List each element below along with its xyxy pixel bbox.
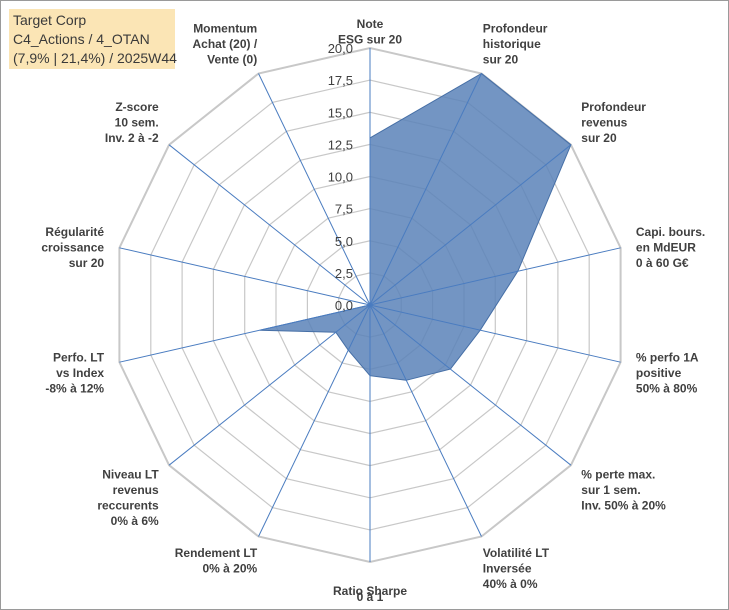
spoke [369, 144, 572, 306]
axis-label-line: croissance [41, 240, 104, 254]
axis-label-line: Achat (20) / [193, 37, 258, 51]
axis-label-line: Note [357, 17, 384, 31]
title-box: Target Corp C4_Actions / 4_OTAN (7,9% | … [9, 9, 177, 69]
tick-labels: 0,0 2,5 5,0 7,5 10,0 12,5 15,0 17,5 20,0 [328, 41, 353, 313]
axis-label-line: -8% à 12% [45, 382, 104, 396]
axis-label: Rendement LT 0% à 20% [175, 546, 258, 576]
axis-label-line: Z-score [115, 100, 159, 114]
axis-label: % perte max. sur 1 sem. Inv. 50% à 20% [581, 467, 666, 512]
axis-label-line: Régularité [45, 225, 104, 239]
spoke [369, 304, 482, 537]
axis-label: Ratio Sharpe0 à 1 [333, 584, 407, 604]
axis-label-line: 0 à 1 [357, 590, 384, 604]
axis-label: Régularité croissance sur 20 [41, 225, 104, 270]
tick-label: 2,5 [335, 266, 353, 281]
axis-label-line: vs Index [56, 366, 104, 380]
axis-label-line: Profondeur [483, 22, 548, 36]
axis-label-line: 10 sem. [115, 116, 159, 130]
axis-label-line: Rendement LT [175, 546, 258, 560]
axis-label-line: Inversée [483, 562, 532, 576]
axis-label-line: Capi. bours. [636, 225, 705, 239]
axis-label-line: Perfo. LT [53, 351, 105, 365]
axis-label-line: ESG sur 20 [338, 33, 402, 47]
axis-label-line: revenus [113, 483, 159, 497]
spoke [369, 304, 572, 466]
axis-label-line: historique [483, 37, 541, 51]
axis-label-line: 50% à 80% [636, 382, 698, 396]
spoke [369, 304, 621, 363]
axis-label-line: 40% à 0% [483, 577, 538, 591]
axis-label: Niveau LT revenus reccurents 0% à 6% [97, 467, 159, 528]
spoke [168, 144, 371, 306]
axis-label-line: Momentum [193, 22, 257, 36]
spoke [119, 247, 371, 306]
axis-label: Profondeur revenus sur 20 [581, 100, 646, 145]
axis-label-line: sur 20 [581, 131, 617, 145]
axis-label-line: Volatilité LT [483, 546, 550, 560]
spoke [369, 247, 621, 306]
axis-label: Volatilité LT Inversée 40% à 0% [483, 546, 550, 591]
axis-label: Momentum Achat (20) / Vente (0) [193, 22, 258, 67]
axis-label-line: positive [636, 366, 682, 380]
axis-label-line: revenus [581, 116, 627, 130]
tick-label: 7,5 [335, 202, 353, 217]
axis-label-line: Inv. 50% à 20% [581, 498, 666, 512]
spoke [258, 73, 371, 306]
axis-label-line: sur 20 [69, 256, 105, 270]
spoke [119, 304, 371, 363]
axis-label-line: en MdEUR [636, 240, 696, 254]
axis-label: Perfo. LT vs Index -8% à 12% [45, 351, 104, 396]
tick-label: 12,5 [328, 137, 353, 152]
title-line-3: (7,9% | 21,4%) / 2025W44 [13, 50, 177, 66]
axis-label-line: sur 20 [483, 53, 519, 67]
axis-label: Capi. bours. en MdEUR 0 à 60 G€ [636, 225, 705, 270]
title-line-2: C4_Actions / 4_OTAN [13, 31, 150, 47]
spokes [119, 48, 621, 562]
tick-label: 15,0 [328, 105, 353, 120]
axis-label-line: % perfo 1A [636, 351, 699, 365]
axis-label-line: Vente (0) [207, 53, 257, 67]
axis-label: Note ESG sur 20 [338, 17, 402, 47]
axis-label-line: Ratio Sharpe [333, 584, 407, 598]
axis-label-line: sur 1 sem. [581, 483, 640, 497]
axis-label-line: Profondeur [581, 100, 646, 114]
spoke [258, 304, 371, 537]
axis-label-line: Inv. 2 à -2 [105, 131, 159, 145]
tick-label: 17,5 [328, 73, 353, 88]
axis-label-line: 0% à 6% [111, 514, 159, 528]
tick-label: 5,0 [335, 234, 353, 249]
axis-label-line: Niveau LT [102, 467, 159, 481]
axis-label-line: 0% à 20% [202, 562, 257, 576]
axis-label: Profondeur historique sur 20 [483, 22, 548, 67]
spoke [369, 73, 482, 306]
spoke [168, 304, 371, 466]
tick-label: 0,0 [335, 298, 353, 313]
axis-label-line: 0 à 60 G€ [636, 256, 689, 270]
tick-label: 10,0 [328, 170, 353, 185]
axis-label-line: reccurents [97, 498, 159, 512]
axis-label: Z-score 10 sem. Inv. 2 à -2 [105, 100, 159, 145]
tick-label: 20,0 [328, 41, 353, 56]
axis-label-line: % perte max. [581, 467, 655, 481]
title-line-1: Target Corp [13, 12, 87, 28]
data-area [259, 72, 572, 381]
axis-label: % perfo 1A positive 50% à 80% [636, 351, 699, 396]
